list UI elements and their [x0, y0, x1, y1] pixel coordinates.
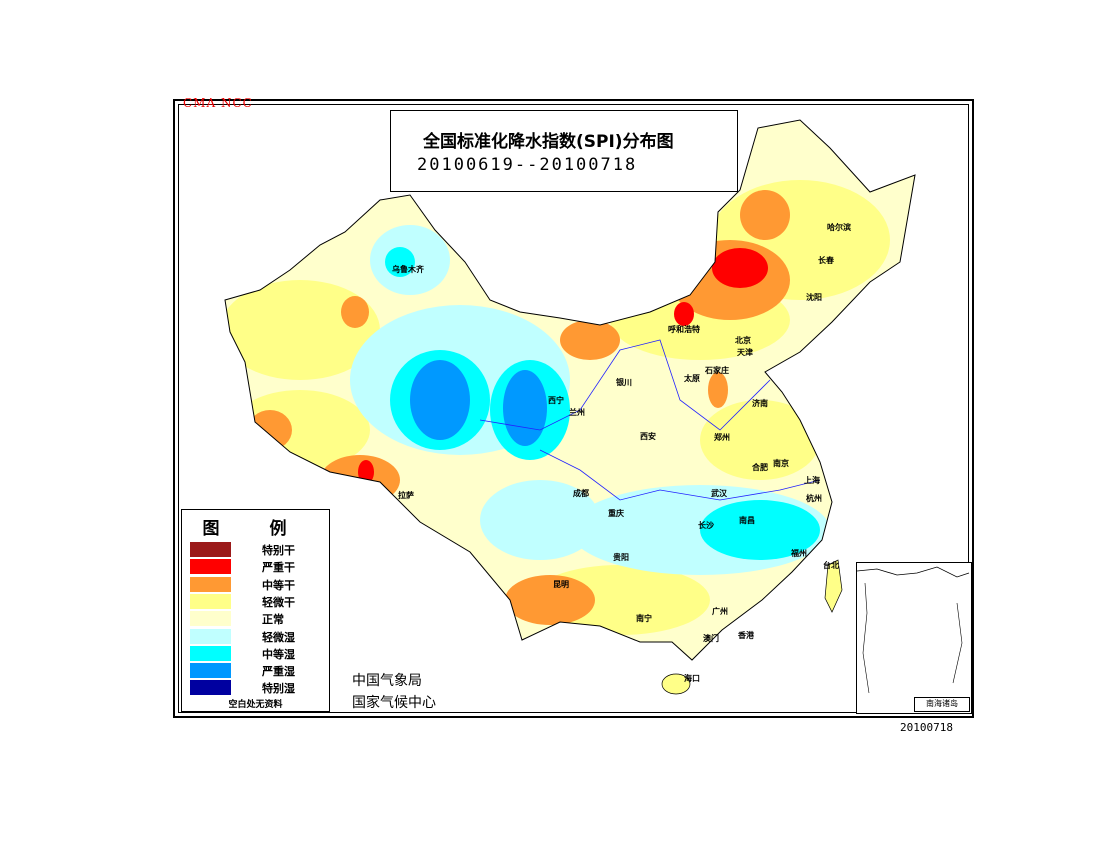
- legend-item: 正常: [190, 611, 320, 627]
- city-label: 南昌: [739, 516, 755, 525]
- city-label: 合肥: [752, 463, 768, 472]
- map-frame: [173, 99, 974, 718]
- legend-label: 特别湿: [262, 682, 295, 696]
- legend-label: 轻微干: [262, 595, 295, 609]
- legend-swatch: [190, 628, 231, 644]
- map-title: 全国标准化降水指数(SPI)分布图: [423, 132, 674, 152]
- city-label: 郑州: [714, 433, 730, 442]
- legend: 图 例 特别干严重干中等干轻微干正常轻微湿中等湿严重湿特别湿 空白处无资料: [181, 509, 330, 712]
- city-label: 成都: [573, 489, 589, 498]
- legend-swatch: [190, 559, 231, 575]
- legend-item: 中等干: [190, 576, 320, 593]
- city-label: 石家庄: [705, 366, 729, 375]
- title-box: 全国标准化降水指数(SPI)分布图 20100619--20100718: [390, 110, 738, 192]
- legend-label: 正常: [262, 613, 284, 627]
- city-label: 台北: [823, 561, 839, 570]
- city-label: 杭州: [806, 494, 822, 503]
- inset-label: 南海诸岛: [914, 697, 970, 712]
- legend-label: 严重湿: [262, 665, 295, 679]
- city-label: 武汉: [711, 489, 727, 498]
- legend-swatch: [190, 680, 231, 696]
- legend-swatch: [190, 611, 231, 627]
- yellow-river: [479, 339, 771, 431]
- city-label: 西宁: [548, 396, 564, 405]
- legend-swatch: [190, 593, 231, 609]
- legend-label: 中等干: [262, 578, 295, 592]
- city-label: 南京: [773, 459, 789, 468]
- inset-map: [856, 566, 970, 694]
- city-label: 太原: [684, 374, 700, 383]
- legend-label: 严重干: [262, 561, 295, 575]
- legend-swatch: [190, 645, 231, 661]
- city-label: 澳门: [703, 634, 719, 643]
- city-label: 拉萨: [398, 491, 414, 500]
- city-label: 昆明: [553, 580, 569, 589]
- city-label: 呼和浩特: [668, 325, 700, 334]
- city-label: 哈尔滨: [827, 223, 851, 232]
- footer-date: 20100718: [900, 721, 953, 734]
- city-label: 福州: [791, 549, 807, 558]
- city-label: 广州: [712, 607, 728, 616]
- city-label: 天津: [737, 348, 753, 357]
- legend-item: 轻微湿: [190, 628, 320, 645]
- city-label: 银川: [616, 378, 632, 387]
- city-label: 西安: [640, 432, 656, 441]
- hainan-island: [661, 673, 691, 695]
- city-label: 上海: [804, 476, 820, 485]
- legend-swatch: [190, 576, 231, 592]
- legend-swatch: [190, 663, 231, 679]
- agency-ncc: 国家气候中心: [352, 695, 436, 711]
- city-label: 贵阳: [613, 553, 629, 562]
- legend-swatch: [190, 542, 231, 557]
- legend-item: 特别湿: [190, 680, 320, 696]
- city-label: 北京: [735, 336, 751, 345]
- legend-item: 特别干: [190, 542, 320, 558]
- watermark: CMA NCC: [183, 96, 253, 110]
- legend-label: 特别干: [262, 544, 295, 557]
- city-label: 沈阳: [806, 293, 822, 302]
- map-inner-frame: [178, 104, 969, 713]
- city-label: 济南: [752, 399, 768, 408]
- city-label: 南宁: [636, 614, 652, 623]
- south-china-sea-inset: [856, 562, 972, 714]
- city-label: 海口: [684, 674, 700, 683]
- agency-cma: 中国气象局: [352, 673, 422, 689]
- legend-label: 中等湿: [262, 647, 295, 661]
- legend-title: 图 例: [202, 519, 309, 539]
- date-range: 20100619--20100718: [417, 155, 638, 175]
- no-data-note: 空白处无资料: [228, 700, 283, 710]
- legend-item: 中等湿: [190, 645, 320, 662]
- legend-item: 严重湿: [190, 663, 320, 679]
- taiwan-island: [824, 559, 843, 613]
- city-label: 长春: [818, 256, 834, 265]
- city-label: 兰州: [569, 408, 585, 417]
- yangtze-river: [539, 449, 821, 501]
- city-label: 长沙: [698, 521, 714, 530]
- city-label: 香港: [738, 631, 754, 640]
- legend-item: 严重干: [190, 559, 320, 575]
- city-label: 重庆: [608, 509, 624, 518]
- city-label: 乌鲁木齐: [392, 265, 424, 274]
- legend-label: 轻微湿: [262, 630, 295, 644]
- legend-item: 轻微干: [190, 593, 320, 610]
